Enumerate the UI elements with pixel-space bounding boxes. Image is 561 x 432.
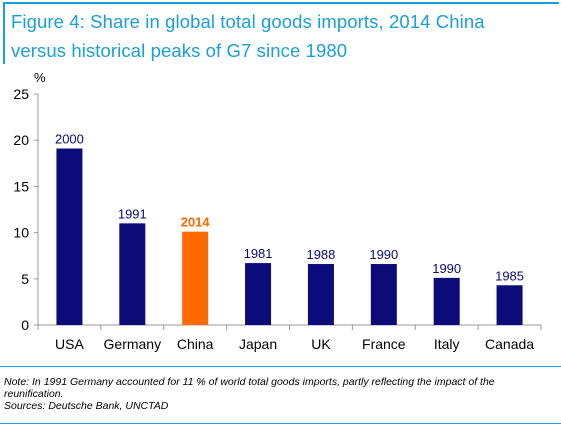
data-label-france: 1990: [369, 247, 398, 262]
y-tick-label: 0: [21, 317, 29, 333]
bar-china: [182, 231, 209, 325]
notes-block: Note: In 1991 Germany accounted for 11 %…: [4, 376, 556, 412]
data-label-china: 2014: [181, 215, 211, 230]
x-tick-label-china: China: [177, 336, 214, 352]
bar-chart: 0 5 10 15 20 25% 2000 USA 1991 Germany 2014 China 19…: [13, 70, 542, 352]
note-text: Note: In 1991 Germany accounted for 11 %…: [4, 376, 495, 400]
figure-title-line-2: versus historical peaks of G7 since 1980: [11, 40, 348, 61]
bar-italy: [433, 277, 460, 325]
sources-text: Sources: Deutsche Bank, UNCTAD: [4, 400, 169, 412]
data-label-canada: 1985: [495, 268, 524, 283]
bar-uk: [307, 264, 334, 325]
data-label-japan: 1981: [244, 246, 273, 261]
bottom-border: [0, 423, 561, 424]
data-label-italy: 1990: [432, 261, 461, 276]
y-tick-label: 25: [13, 86, 29, 102]
y-axis-unit-label: %: [34, 70, 46, 85]
figure-title-line-1: Figure 4: Share in global total goods im…: [11, 11, 485, 32]
x-tick-label-france: France: [362, 336, 406, 352]
bar-usa: [56, 148, 83, 325]
bar-japan: [245, 263, 272, 325]
data-label-uk: 1988: [306, 247, 335, 262]
y-tick-label: 10: [13, 225, 29, 241]
y-tick-label: 15: [13, 178, 29, 194]
x-tick-label-italy: Italy: [434, 336, 460, 352]
y-tick-label: 20: [13, 132, 29, 148]
x-tick-label-uk: UK: [311, 336, 331, 352]
data-label-germany: 1991: [118, 206, 147, 221]
x-tick-label-usa: USA: [55, 336, 84, 352]
x-tick-label-canada: Canada: [485, 336, 534, 352]
y-tick-label: 5: [21, 271, 29, 287]
bar-germany: [119, 223, 146, 325]
x-tick-label-japan: Japan: [239, 336, 277, 352]
x-tick-label-germany: Germany: [104, 336, 162, 352]
bar-france: [370, 264, 397, 325]
chart-divider: [0, 366, 561, 367]
chart-area: 0 5 10 15 20 25% 2000 USA 1991 Germany 2014 China 19…: [0, 64, 561, 364]
title-box: Figure 4: Share in global total goods im…: [3, 2, 559, 64]
data-label-usa: 2000: [55, 132, 84, 147]
bar-canada: [496, 285, 523, 325]
